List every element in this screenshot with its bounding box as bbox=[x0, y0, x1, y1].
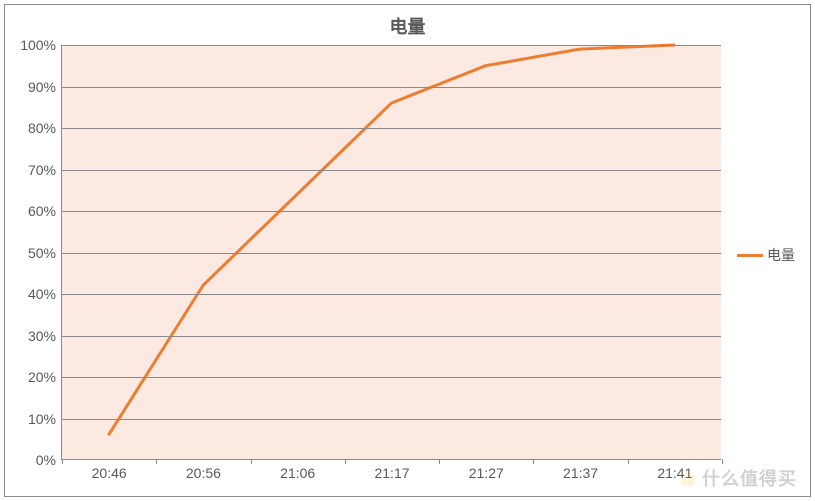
y-tick-label: 70% bbox=[28, 162, 56, 178]
gridline bbox=[62, 87, 721, 88]
gridline bbox=[62, 377, 721, 378]
x-tick-mark bbox=[251, 459, 252, 464]
x-tick-mark bbox=[62, 459, 63, 464]
plot-area: 0%10%20%30%40%50%60%70%80%90%100%20:4620… bbox=[61, 45, 721, 460]
y-tick-label: 90% bbox=[28, 79, 56, 95]
y-tick-label: 80% bbox=[28, 120, 56, 136]
x-tick-label: 21:41 bbox=[657, 465, 692, 481]
gridline bbox=[62, 253, 721, 254]
x-tick-label: 20:56 bbox=[186, 465, 221, 481]
x-tick-mark bbox=[722, 459, 723, 464]
y-tick-label: 0% bbox=[36, 452, 56, 468]
series-line bbox=[109, 45, 674, 434]
gridline bbox=[62, 128, 721, 129]
x-tick-mark bbox=[533, 459, 534, 464]
y-tick-label: 30% bbox=[28, 328, 56, 344]
y-tick-label: 20% bbox=[28, 369, 56, 385]
x-tick-label: 21:27 bbox=[469, 465, 504, 481]
x-tick-mark bbox=[345, 459, 346, 464]
x-tick-label: 20:46 bbox=[92, 465, 127, 481]
x-tick-label: 21:37 bbox=[563, 465, 598, 481]
x-tick-label: 21:17 bbox=[374, 465, 409, 481]
chart-title: 电量 bbox=[5, 13, 810, 39]
gridline bbox=[62, 294, 721, 295]
legend-label: 电量 bbox=[767, 245, 795, 265]
chart-frame: 电量 0%10%20%30%40%50%60%70%80%90%100%20:4… bbox=[4, 4, 811, 497]
legend-swatch bbox=[737, 254, 763, 257]
legend: 电量 bbox=[737, 245, 795, 265]
x-tick-mark bbox=[156, 459, 157, 464]
gridline bbox=[62, 45, 721, 46]
y-tick-label: 50% bbox=[28, 245, 56, 261]
gridline bbox=[62, 419, 721, 420]
x-tick-mark bbox=[628, 459, 629, 464]
gridline bbox=[62, 211, 721, 212]
gridline bbox=[62, 170, 721, 171]
y-tick-label: 10% bbox=[28, 411, 56, 427]
x-tick-mark bbox=[439, 459, 440, 464]
y-tick-label: 40% bbox=[28, 286, 56, 302]
y-tick-label: 60% bbox=[28, 203, 56, 219]
gridline bbox=[62, 336, 721, 337]
x-tick-label: 21:06 bbox=[280, 465, 315, 481]
y-tick-label: 100% bbox=[20, 37, 56, 53]
